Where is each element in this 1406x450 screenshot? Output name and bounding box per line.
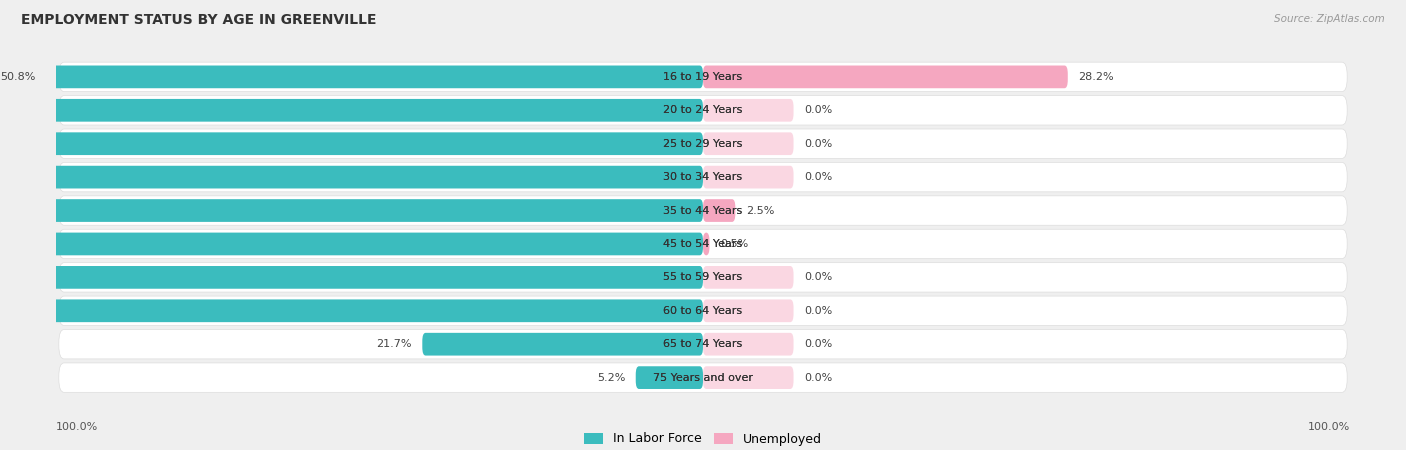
FancyBboxPatch shape (0, 266, 703, 289)
Text: 16 to 19 Years: 16 to 19 Years (664, 72, 742, 82)
Legend: In Labor Force, Unemployed: In Labor Force, Unemployed (579, 428, 827, 450)
Text: 75 Years and over: 75 Years and over (652, 373, 754, 382)
FancyBboxPatch shape (0, 199, 703, 222)
FancyBboxPatch shape (703, 166, 793, 189)
Text: 0.0%: 0.0% (804, 139, 832, 148)
FancyBboxPatch shape (0, 99, 703, 122)
FancyBboxPatch shape (59, 95, 1347, 125)
FancyBboxPatch shape (0, 233, 703, 255)
FancyBboxPatch shape (703, 66, 1067, 88)
FancyBboxPatch shape (59, 263, 1347, 292)
Text: 75 Years and over: 75 Years and over (652, 373, 754, 382)
Text: 25 to 29 Years: 25 to 29 Years (664, 139, 742, 148)
Text: 65 to 74 Years: 65 to 74 Years (664, 339, 742, 349)
Text: 20 to 24 Years: 20 to 24 Years (664, 105, 742, 115)
Text: 20 to 24 Years: 20 to 24 Years (664, 105, 742, 115)
FancyBboxPatch shape (59, 196, 1347, 225)
FancyBboxPatch shape (703, 366, 793, 389)
FancyBboxPatch shape (703, 266, 793, 289)
FancyBboxPatch shape (59, 229, 1347, 259)
FancyBboxPatch shape (703, 233, 710, 255)
Text: 0.0%: 0.0% (804, 172, 832, 182)
Text: 55 to 59 Years: 55 to 59 Years (664, 272, 742, 282)
FancyBboxPatch shape (59, 363, 1347, 392)
FancyBboxPatch shape (0, 166, 703, 189)
Text: 30 to 34 Years: 30 to 34 Years (664, 172, 742, 182)
Text: 2.5%: 2.5% (745, 206, 775, 216)
FancyBboxPatch shape (59, 296, 1347, 325)
Text: 25 to 29 Years: 25 to 29 Years (664, 139, 742, 148)
Text: 0.5%: 0.5% (720, 239, 748, 249)
FancyBboxPatch shape (422, 333, 703, 356)
Text: 5.2%: 5.2% (598, 373, 626, 382)
Text: 50.8%: 50.8% (0, 72, 35, 82)
Text: 60 to 64 Years: 60 to 64 Years (664, 306, 742, 316)
Text: 65 to 74 Years: 65 to 74 Years (664, 339, 742, 349)
FancyBboxPatch shape (59, 62, 1347, 92)
FancyBboxPatch shape (46, 66, 703, 88)
Text: EMPLOYMENT STATUS BY AGE IN GREENVILLE: EMPLOYMENT STATUS BY AGE IN GREENVILLE (21, 14, 377, 27)
FancyBboxPatch shape (59, 162, 1347, 192)
Text: 100.0%: 100.0% (56, 422, 98, 432)
FancyBboxPatch shape (0, 299, 703, 322)
FancyBboxPatch shape (636, 366, 703, 389)
FancyBboxPatch shape (703, 333, 793, 356)
Text: 55 to 59 Years: 55 to 59 Years (664, 272, 742, 282)
Text: 35 to 44 Years: 35 to 44 Years (664, 206, 742, 216)
Text: 0.0%: 0.0% (804, 339, 832, 349)
FancyBboxPatch shape (703, 132, 793, 155)
Text: 35 to 44 Years: 35 to 44 Years (664, 206, 742, 216)
Text: 45 to 54 Years: 45 to 54 Years (664, 239, 742, 249)
Text: 30 to 34 Years: 30 to 34 Years (664, 172, 742, 182)
Text: 21.7%: 21.7% (377, 339, 412, 349)
Text: 60 to 64 Years: 60 to 64 Years (664, 306, 742, 316)
FancyBboxPatch shape (703, 299, 793, 322)
FancyBboxPatch shape (0, 132, 703, 155)
FancyBboxPatch shape (59, 329, 1347, 359)
Text: 16 to 19 Years: 16 to 19 Years (664, 72, 742, 82)
Text: 0.0%: 0.0% (804, 306, 832, 316)
Text: 28.2%: 28.2% (1078, 72, 1114, 82)
Text: 45 to 54 Years: 45 to 54 Years (664, 239, 742, 249)
Text: Source: ZipAtlas.com: Source: ZipAtlas.com (1274, 14, 1385, 23)
FancyBboxPatch shape (703, 199, 735, 222)
Text: 0.0%: 0.0% (804, 105, 832, 115)
FancyBboxPatch shape (703, 99, 793, 122)
Text: 0.0%: 0.0% (804, 373, 832, 382)
Text: 100.0%: 100.0% (1308, 422, 1350, 432)
FancyBboxPatch shape (59, 129, 1347, 158)
Text: 0.0%: 0.0% (804, 272, 832, 282)
